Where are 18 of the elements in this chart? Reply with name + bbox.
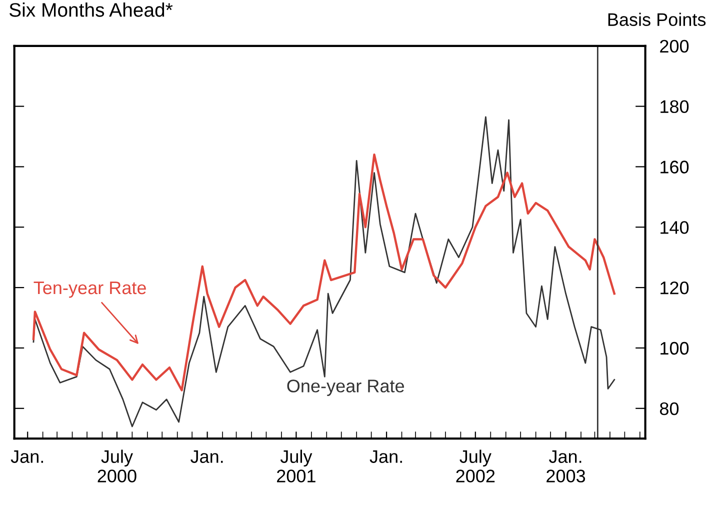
- y-tick-label: 100: [660, 342, 689, 355]
- x-tick-label: July 2002: [456, 450, 495, 482]
- y-axis-title: Basis Points: [608, 12, 706, 26]
- y-tick-label: 80: [660, 402, 679, 416]
- x-tick-label: Jan.: [370, 450, 402, 463]
- annotation: Ten-year Rate: [34, 282, 146, 298]
- y-tick-label: 160: [660, 160, 689, 174]
- y-tick-label: 200: [660, 40, 689, 53]
- x-tick-label: Jan. 2003: [546, 450, 586, 482]
- y-tick-label: 140: [660, 221, 689, 234]
- annotation: One-year Rate: [287, 380, 404, 396]
- y-tick-label: 180: [660, 100, 689, 114]
- x-tick-label: Jan.: [190, 450, 223, 463]
- chart-title: Six Months Ahead*: [9, 2, 173, 17]
- x-tick-label: July 2001: [277, 450, 316, 482]
- y-tick-label: 120: [660, 281, 689, 294]
- x-tick-label: July 2000: [98, 450, 136, 482]
- x-tick-label: Jan.: [10, 450, 44, 463]
